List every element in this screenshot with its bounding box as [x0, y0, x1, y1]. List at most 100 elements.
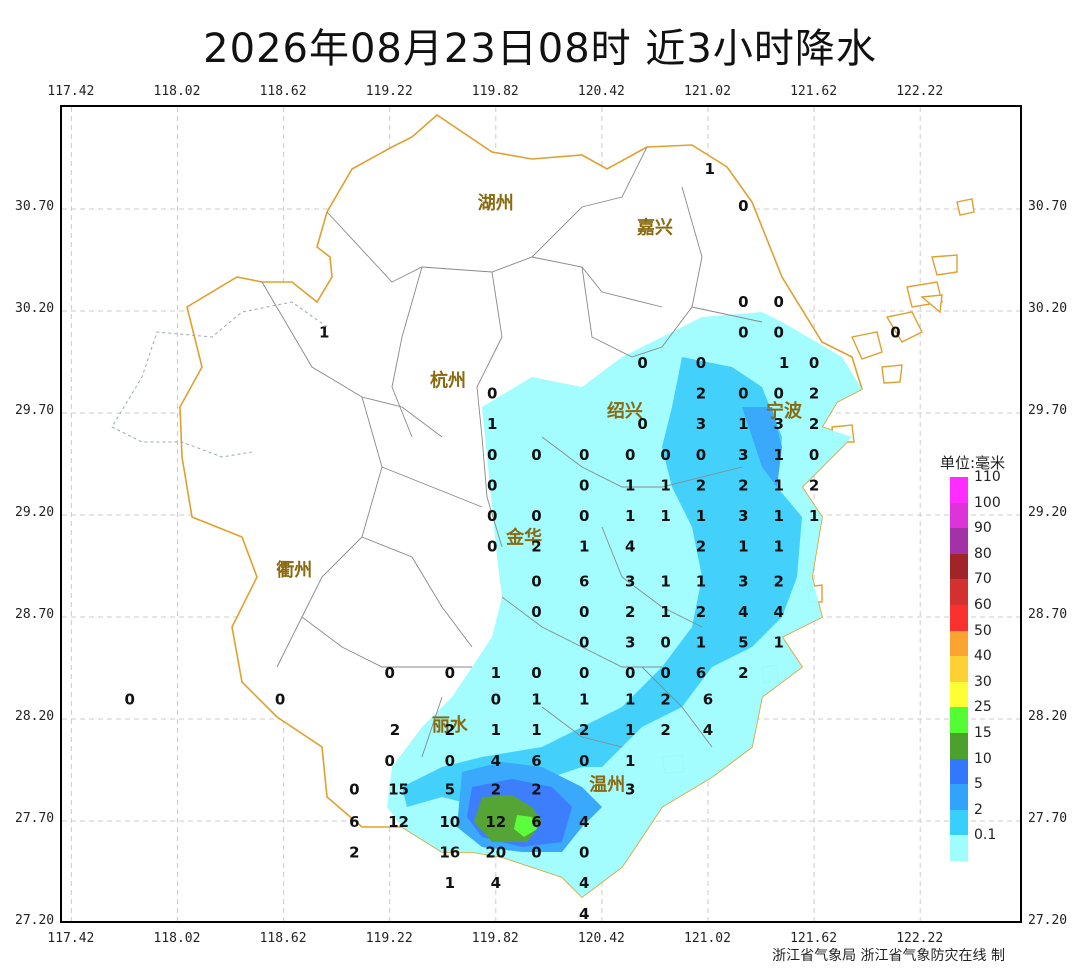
station-value: 0 — [487, 507, 497, 525]
rain-east-5mm — [742, 407, 782, 487]
city-label: 丽水 — [432, 714, 469, 736]
legend-swatch — [950, 681, 968, 708]
station-value: 1 — [625, 691, 635, 709]
station-value: 2 — [660, 721, 670, 739]
station-value: 1 — [491, 664, 501, 682]
station-value: 0 — [660, 446, 670, 464]
station-value: 0 — [738, 293, 748, 311]
station-value: 12 — [388, 813, 409, 831]
station-value: 1 — [696, 572, 706, 590]
y-tick-left: 28.70 — [15, 607, 55, 622]
station-value: 6 — [531, 813, 541, 831]
legend-item: 70 — [940, 571, 1030, 605]
station-value: 2 — [349, 844, 359, 862]
station-value: 20 — [485, 844, 506, 862]
station-value: 1 — [625, 476, 635, 494]
city-label: 温州 — [589, 774, 625, 795]
station-value: 3 — [738, 446, 748, 464]
city-label: 衢州 — [276, 559, 312, 581]
x-tick-bottom: 120.42 — [577, 931, 625, 946]
legend-label: 90 — [974, 520, 992, 537]
x-tick-bottom: 122.22 — [896, 931, 944, 946]
legend-label: 100 — [974, 494, 1001, 511]
station-value: 6 — [531, 752, 541, 770]
legend-item: 0.1 — [940, 827, 1030, 861]
legend-item: 100 — [940, 495, 1030, 529]
station-value: 0 — [625, 446, 635, 464]
station-value: 0 — [696, 446, 706, 464]
station-value: 5 — [445, 780, 455, 798]
station-value: 2 — [531, 780, 541, 798]
legend-item: 110 — [940, 469, 1030, 503]
station-value: 3 — [625, 780, 635, 798]
station-value: 3 — [738, 507, 748, 525]
legend-item: 2 — [940, 802, 1030, 836]
x-tick-top: 117.42 — [47, 84, 95, 99]
station-value: 2 — [738, 476, 748, 494]
station-value: 3 — [625, 572, 635, 590]
legend-swatch — [950, 835, 968, 861]
legend-item: 5 — [940, 776, 1030, 810]
y-tick-left: 27.70 — [15, 811, 55, 826]
station-value: 4 — [774, 603, 784, 621]
x-tick-bottom: 118.62 — [259, 931, 307, 946]
credit-line: 浙江省气象局 浙江省气象防灾在线 制 — [772, 948, 1005, 964]
legend-label: 40 — [974, 648, 992, 665]
station-value: 0 — [384, 664, 394, 682]
station-value: 0 — [487, 538, 497, 556]
legend-swatch — [950, 502, 968, 529]
station-value: 10 — [439, 813, 460, 831]
legend-label: 30 — [974, 673, 992, 690]
station-value: 6 — [703, 691, 713, 709]
station-value: 1 — [579, 691, 589, 709]
legend-item: 40 — [940, 648, 1030, 682]
station-value: 0 — [890, 323, 900, 341]
station-value: 4 — [491, 874, 501, 892]
legend-swatch — [950, 477, 968, 503]
station-value: 6 — [349, 813, 359, 831]
station-value: 0 — [738, 385, 748, 403]
x-tick-bottom: 118.02 — [153, 931, 201, 946]
y-tick-left: 30.70 — [15, 199, 55, 214]
y-tick-right: 29.20 — [1028, 505, 1068, 520]
legend-item: 60 — [940, 597, 1030, 631]
station-value: 3 — [696, 415, 706, 433]
station-value: 1 — [660, 476, 670, 494]
station-value: 0 — [531, 446, 541, 464]
legend-label: 25 — [974, 699, 992, 716]
station-value: 2 — [809, 415, 819, 433]
station-value: 2 — [390, 721, 400, 739]
station-value: 1 — [445, 874, 455, 892]
legend-label: 70 — [974, 571, 992, 588]
legend-label: 60 — [974, 596, 992, 613]
map-title: 2026年08月23日08时 近3小时降水 — [203, 26, 877, 72]
station-value: 2 — [738, 664, 748, 682]
x-tick-top: 118.02 — [153, 84, 201, 99]
station-value: 4 — [579, 905, 589, 921]
station-value: 4 — [703, 721, 713, 739]
x-tick-top: 121.62 — [790, 84, 838, 99]
station-value: 2 — [809, 385, 819, 403]
legend-item: 10 — [940, 751, 1030, 785]
station-value: 0 — [660, 633, 670, 651]
y-tick-right: 30.70 — [1028, 199, 1068, 214]
station-value: 2 — [660, 691, 670, 709]
legend-item: 25 — [940, 699, 1030, 733]
y-tick-right: 28.20 — [1028, 709, 1068, 724]
legend-label: 2 — [974, 801, 983, 818]
city-label: 宁波 — [766, 400, 803, 422]
station-value: 0 — [487, 446, 497, 464]
legend-label: 110 — [974, 469, 1001, 485]
station-value: 1 — [738, 538, 748, 556]
station-value: 0 — [579, 476, 589, 494]
x-tick-bottom: 117.42 — [47, 931, 95, 946]
y-tick-left: 30.20 — [15, 301, 55, 316]
station-value: 2 — [579, 721, 589, 739]
station-value: 0 — [579, 752, 589, 770]
station-value: 0 — [579, 844, 589, 862]
y-tick-left: 28.20 — [15, 709, 55, 724]
legend-item: 15 — [940, 725, 1030, 759]
legend-item: 80 — [940, 546, 1030, 580]
station-value: 0 — [445, 752, 455, 770]
